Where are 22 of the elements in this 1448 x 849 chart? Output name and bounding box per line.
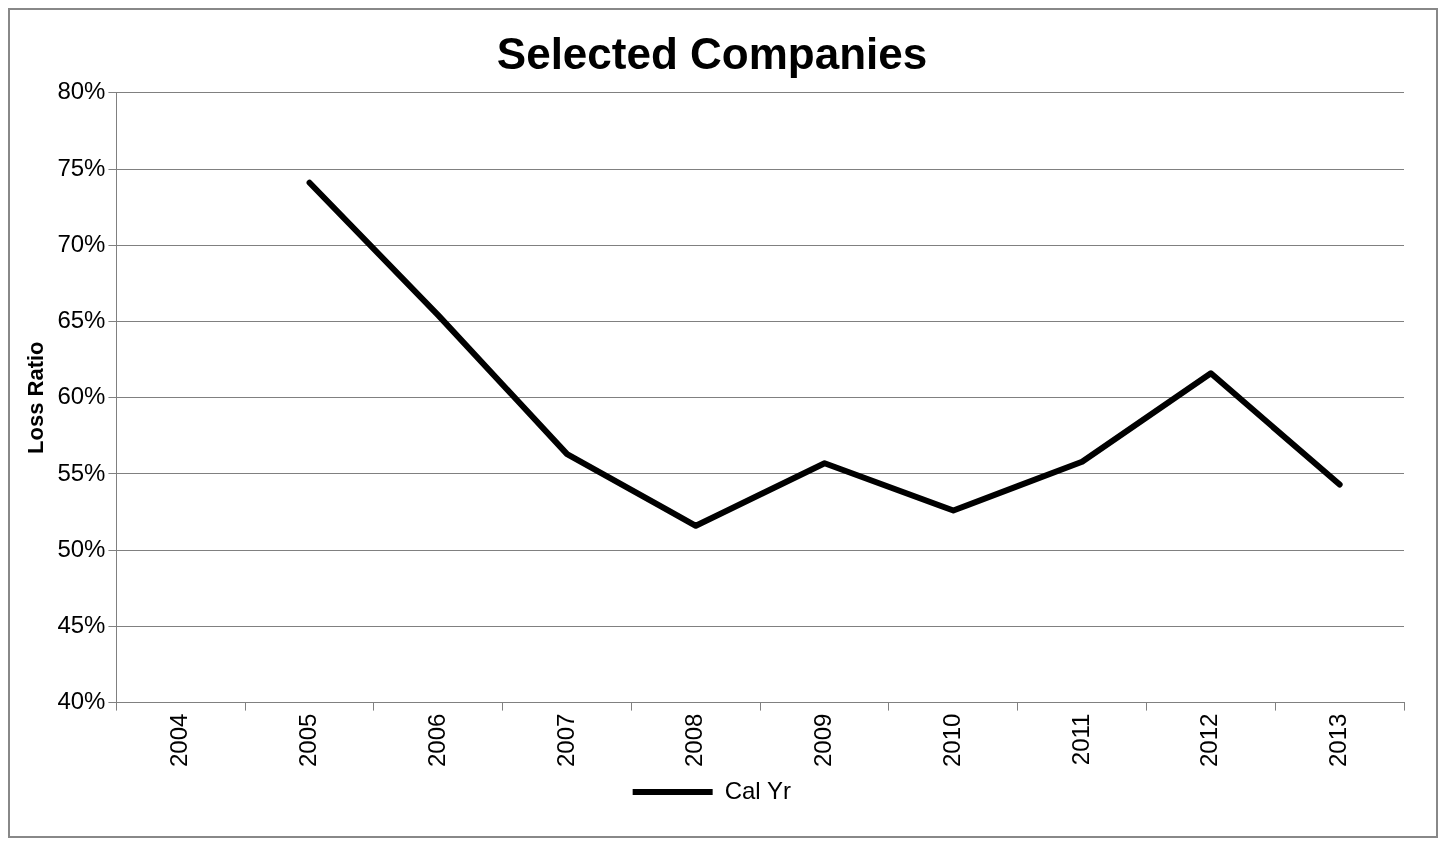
x-tick-label: 2005 xyxy=(294,713,322,767)
chart-title: Selected Companies xyxy=(496,28,928,78)
y-tick-label: 40% xyxy=(57,687,106,715)
x-tick-label: 2012 xyxy=(1195,713,1223,767)
y-tick-label: 75% xyxy=(57,153,106,181)
legend-label: Cal Yr xyxy=(724,776,791,804)
y-tick-label: 55% xyxy=(57,458,106,486)
y-axis-title: Loss Ratio xyxy=(23,341,49,454)
x-tick-label: 2013 xyxy=(1324,713,1352,767)
x-tick-label: 2007 xyxy=(551,713,579,767)
y-tick-label: 50% xyxy=(57,534,106,562)
x-tick-label: 2011 xyxy=(1066,713,1094,766)
x-tick-label: 2010 xyxy=(937,713,965,767)
x-tick-label: 2008 xyxy=(680,713,708,767)
x-tick-label: 2004 xyxy=(165,713,193,767)
y-tick-label: 80% xyxy=(57,77,106,105)
y-tick-label: 70% xyxy=(57,229,106,257)
y-tick-label: 45% xyxy=(57,611,106,639)
x-tick-label: 2009 xyxy=(809,713,837,767)
y-tick-label: 65% xyxy=(57,306,106,334)
x-tick-label: 2006 xyxy=(422,713,450,767)
y-tick-label: 60% xyxy=(57,382,106,410)
